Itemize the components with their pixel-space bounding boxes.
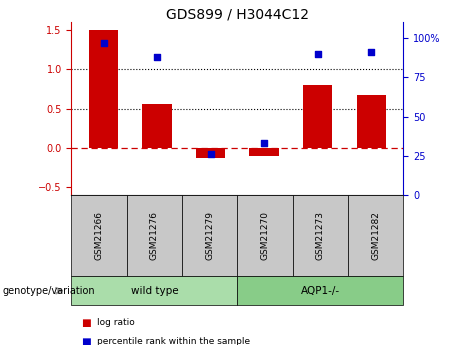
Bar [196, 148, 225, 158]
Point [154, 54, 161, 60]
Text: GSM21279: GSM21279 [205, 211, 214, 260]
Text: GSM21273: GSM21273 [316, 211, 325, 260]
Text: ■: ■ [81, 318, 90, 327]
Text: ■: ■ [81, 337, 90, 345]
Text: AQP1-/-: AQP1-/- [301, 286, 340, 296]
Point [207, 151, 214, 157]
Bar [356, 95, 386, 148]
Text: GSM21276: GSM21276 [150, 211, 159, 260]
Text: GSM21266: GSM21266 [95, 211, 104, 260]
Text: wild type: wild type [130, 286, 178, 296]
Text: percentile rank within the sample: percentile rank within the sample [97, 337, 250, 345]
Text: GSM21270: GSM21270 [260, 211, 270, 260]
Bar [303, 85, 332, 148]
Point [100, 40, 107, 46]
Point [314, 51, 321, 57]
Bar [249, 148, 279, 156]
Text: genotype/variation: genotype/variation [2, 286, 95, 296]
Point [367, 49, 375, 55]
Bar [142, 104, 172, 148]
Title: GDS899 / H3044C12: GDS899 / H3044C12 [166, 7, 309, 21]
Text: GSM21282: GSM21282 [371, 211, 380, 260]
Bar [89, 30, 118, 148]
Point [260, 140, 268, 146]
Text: log ratio: log ratio [97, 318, 135, 327]
